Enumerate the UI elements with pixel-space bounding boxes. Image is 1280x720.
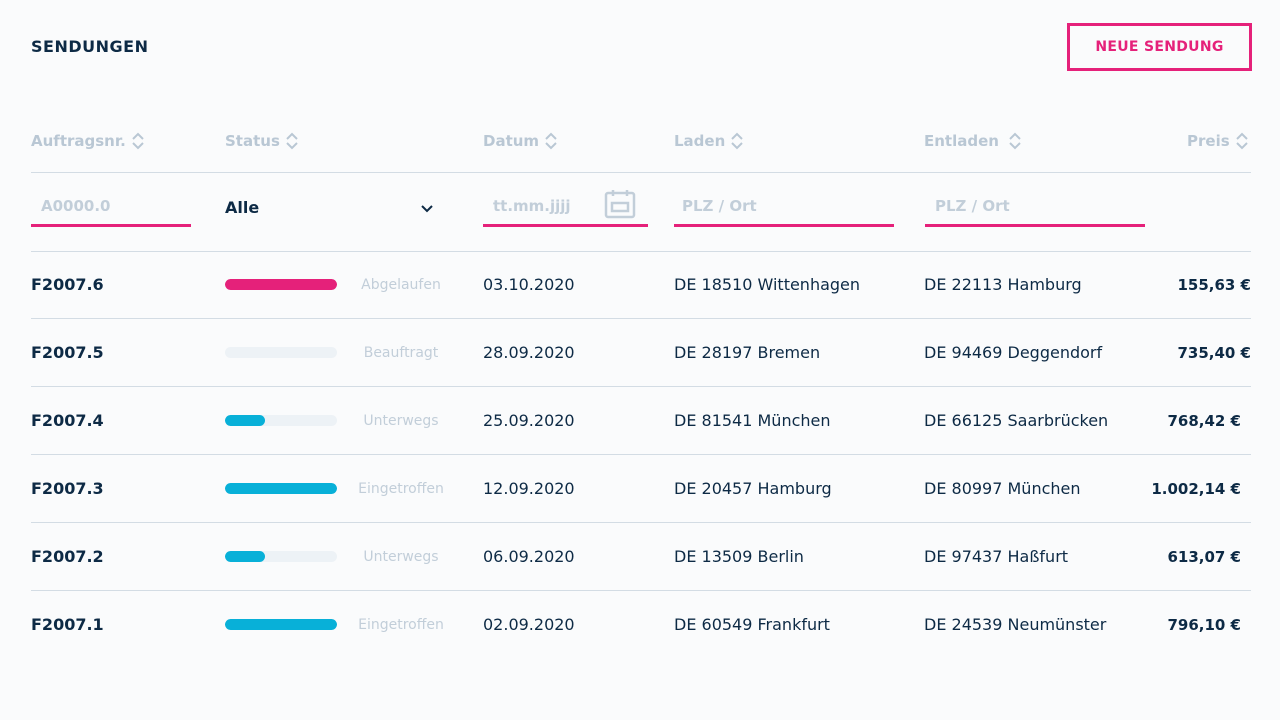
chevron-down-icon	[421, 198, 433, 217]
sort-icon[interactable]	[731, 132, 743, 150]
table-row[interactable]: F2007.5 Beauftragt 28.09.2020 DE 28197 Brem…	[31, 319, 1251, 386]
page-title: SENDUNGEN	[31, 37, 149, 56]
date-cell: 12.09.2020	[483, 479, 575, 498]
price-cell: 735,40 €	[1177, 343, 1251, 362]
date-cell: 03.10.2020	[483, 275, 575, 294]
date-filter	[483, 188, 648, 227]
row-divider	[31, 386, 1251, 387]
order-filter-input[interactable]	[31, 188, 191, 224]
unload-cell: DE 94469 Deggendorf	[924, 343, 1103, 362]
row-divider	[31, 522, 1251, 523]
new-shipment-button[interactable]: NEUE SENDUNG	[1067, 23, 1252, 71]
unload-cell: DE 22113 Hamburg	[924, 275, 1082, 294]
row-divider	[31, 590, 1251, 591]
sort-icon[interactable]	[132, 132, 144, 150]
status-progress-bar	[225, 619, 337, 630]
load-cell: DE 18510 Wittenhagen	[674, 275, 861, 294]
status-label: Beauftragt	[363, 344, 439, 361]
status-label: Unterwegs	[363, 412, 439, 429]
table-row[interactable]: F2007.2 Unterwegs 06.09.2020 DE 13509 Berli…	[31, 523, 1251, 590]
price-cell: 155,63 €	[1177, 275, 1251, 294]
status-progress-bar	[225, 415, 337, 426]
date-cell: 28.09.2020	[483, 343, 575, 362]
order-number: F2007.3	[31, 479, 104, 498]
calendar-icon[interactable]	[604, 189, 636, 223]
price-cell: 613,07 €	[1167, 547, 1241, 566]
date-cell: 02.09.2020	[483, 615, 575, 634]
load-cell: DE 20457 Hamburg	[674, 479, 832, 498]
sort-icon[interactable]	[286, 132, 298, 150]
order-number: F2007.4	[31, 411, 104, 430]
header-price-label: Preis	[1187, 132, 1230, 150]
unload-cell: DE 97437 Haßfurt	[924, 547, 1069, 566]
divider	[31, 172, 1251, 173]
status-filter-select[interactable]: Alle	[225, 188, 441, 227]
sort-icon[interactable]	[1235, 132, 1248, 150]
load-cell: DE 13509 Berlin	[674, 547, 804, 566]
status-progress-fill	[225, 415, 266, 426]
price-cell: 768,42 €	[1167, 411, 1241, 430]
sort-icon[interactable]	[1009, 132, 1021, 150]
status-label: Eingetroffen	[358, 616, 444, 633]
order-number: F2007.1	[31, 615, 104, 634]
unload-filter-input[interactable]	[925, 188, 1145, 224]
header-date-label: Datum	[483, 132, 540, 150]
sort-icon[interactable]	[545, 132, 557, 150]
unload-cell: DE 66125 Saarbrücken	[924, 411, 1109, 430]
order-number: F2007.6	[31, 275, 104, 294]
header-unload[interactable]: Entladen	[924, 130, 1021, 152]
unload-cell: DE 80997 München	[924, 479, 1081, 498]
unload-filter	[925, 188, 1145, 227]
load-cell: DE 60549 Frankfurt	[674, 615, 830, 634]
status-progress-bar	[225, 551, 337, 562]
header-status-label: Status	[225, 132, 280, 150]
header-unload-label: Entladen	[924, 132, 999, 150]
date-cell: 06.09.2020	[483, 547, 575, 566]
order-number: F2007.2	[31, 547, 104, 566]
header-order-label: Auftragsnr.	[31, 132, 126, 150]
load-filter	[674, 188, 894, 227]
load-cell: DE 28197 Bremen	[674, 343, 821, 362]
status-progress-bar	[225, 347, 337, 358]
status-progress-fill	[225, 483, 337, 494]
row-divider	[31, 318, 1251, 319]
header-load[interactable]: Laden	[674, 130, 743, 152]
load-filter-input[interactable]	[674, 188, 894, 224]
row-divider	[31, 454, 1251, 455]
status-progress-fill	[225, 619, 337, 630]
status-filter-value: Alle	[225, 198, 260, 217]
status-label: Unterwegs	[363, 548, 439, 565]
date-cell: 25.09.2020	[483, 411, 575, 430]
table-row[interactable]: F2007.1 Eingetroffen 02.09.2020 DE 60549 Fr…	[31, 591, 1251, 658]
divider	[31, 251, 1251, 252]
table-row[interactable]: F2007.6 Abgelaufen 03.10.2020 DE 18510 Witt…	[31, 251, 1251, 318]
price-cell: 796,10 €	[1167, 615, 1241, 634]
header-status[interactable]: Status	[225, 130, 298, 152]
status-progress-fill	[225, 279, 337, 290]
table-row[interactable]: F2007.3 Eingetroffen 12.09.2020 DE 20457 Ha…	[31, 455, 1251, 522]
status-label: Abgelaufen	[361, 276, 441, 293]
status-progress-bar	[225, 483, 337, 494]
header-load-label: Laden	[674, 132, 726, 150]
price-cell: 1.002,14 €	[1151, 479, 1241, 498]
unload-cell: DE 24539 Neumünster	[924, 615, 1107, 634]
order-number: F2007.5	[31, 343, 104, 362]
table-row[interactable]: F2007.4 Unterwegs 25.09.2020 DE 81541 Münch…	[31, 387, 1251, 454]
header-price[interactable]: Preis	[1187, 130, 1248, 152]
header-date[interactable]: Datum	[483, 130, 557, 152]
status-progress-fill	[225, 551, 266, 562]
status-progress-bar	[225, 279, 337, 290]
header-order[interactable]: Auftragsnr.	[31, 130, 144, 152]
order-filter	[31, 188, 191, 227]
status-label: Eingetroffen	[358, 480, 444, 497]
load-cell: DE 81541 München	[674, 411, 831, 430]
